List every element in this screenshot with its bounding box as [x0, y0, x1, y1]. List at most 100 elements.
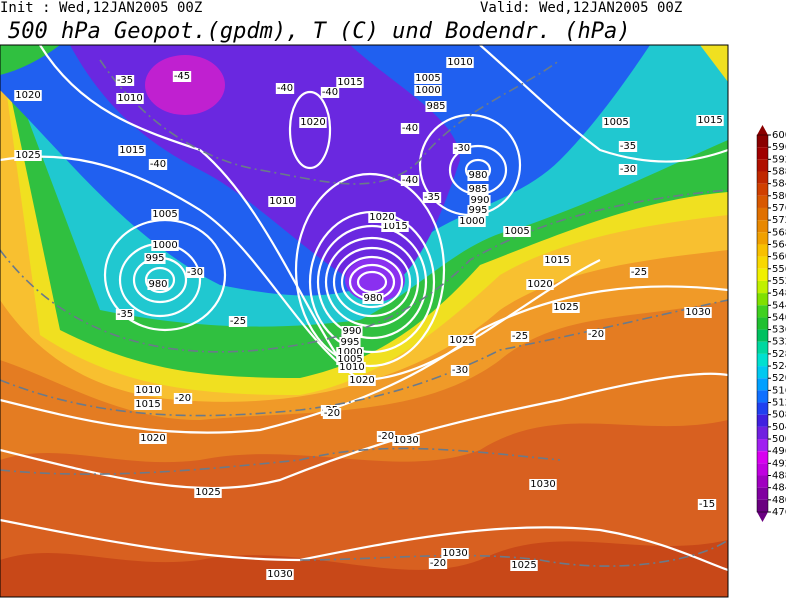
contour-label: 1025 [553, 302, 578, 313]
colorbar-label: 556 [772, 264, 786, 275]
contour-label: 995 [340, 337, 359, 348]
colorbar-segment [757, 463, 768, 476]
label-box [151, 209, 179, 220]
contour-label: -15 [699, 499, 715, 510]
label-box [151, 240, 179, 251]
contour-label: 1005 [603, 117, 628, 128]
colorbar-segment [757, 378, 768, 391]
colorbar-segment [757, 487, 768, 500]
contour-label: 1030 [442, 548, 467, 559]
label-box [629, 267, 649, 278]
colorbar-label: 492 [772, 458, 786, 469]
valid-time: Valid: Wed,12JAN2005 00Z [480, 0, 682, 16]
label-box [414, 85, 442, 96]
contour-label: 1010 [339, 362, 364, 373]
colorbar-label: 516 [772, 385, 786, 396]
colorbar-segment [757, 147, 768, 160]
contour-label: 1020 [15, 90, 40, 101]
label-box [467, 205, 489, 216]
colorbar-segment [757, 414, 768, 427]
label-box [684, 307, 712, 318]
label-box [348, 375, 376, 386]
contour-label: 1015 [135, 399, 160, 410]
contour-label: 1000 [337, 347, 362, 358]
label-box [336, 354, 364, 365]
colorbar-segment [757, 183, 768, 196]
contour-label: 1010 [135, 385, 160, 396]
contour-label: 1015 [544, 255, 569, 266]
contour-label: 1025 [15, 150, 40, 161]
colorbar-segment [757, 207, 768, 221]
contour-label: -20 [430, 558, 446, 569]
contour-label: -35 [620, 141, 636, 152]
label-box [376, 431, 396, 442]
label-box [448, 335, 476, 346]
contour-label: 1010 [117, 93, 142, 104]
colorbar-label: 480 [772, 495, 786, 506]
label-box [586, 329, 606, 340]
contour-label: 1015 [382, 221, 407, 232]
colorbar-segment [757, 171, 768, 184]
colorbar-segment [757, 402, 768, 415]
contour-label: 1030 [685, 307, 710, 318]
label-box [469, 195, 491, 206]
colorbar-segment [757, 329, 768, 342]
colorbar-segment [757, 451, 768, 464]
colorbar-label: 540 [772, 312, 786, 323]
colorbar-label: 600 [772, 130, 786, 141]
label-box [467, 170, 489, 181]
label-box [268, 196, 296, 207]
colorbar-segment [757, 475, 768, 488]
label-box [148, 159, 168, 170]
contour-label: -35 [117, 75, 133, 86]
colorbar-label: 528 [772, 349, 786, 360]
contour-label: -25 [631, 267, 647, 278]
contour-label: 1010 [269, 196, 294, 207]
contour-label: 1015 [697, 115, 722, 126]
contour-label: -20 [175, 393, 191, 404]
contour-label: 990 [470, 195, 489, 206]
label-box [185, 267, 205, 278]
colorbar-label: 588 [772, 166, 786, 177]
colorbar-segment [757, 256, 768, 269]
contour-label: 995 [145, 253, 164, 264]
label-box [362, 293, 384, 304]
label-box [400, 123, 420, 134]
label-box [339, 337, 361, 348]
contour-label: 985 [468, 184, 487, 195]
colorbar-label: 520 [772, 373, 786, 384]
contour-label: 1020 [349, 375, 374, 386]
contour-label: -40 [322, 87, 338, 98]
label-box [336, 347, 364, 358]
label-box [452, 143, 472, 154]
colorbar-segment [757, 195, 768, 208]
init-time: Init : Wed,12JAN2005 00Z [0, 0, 202, 16]
contour-label: 1020 [527, 279, 552, 290]
label-box [467, 184, 489, 195]
colorbar-label: 552 [772, 276, 786, 287]
label-box [228, 316, 248, 327]
colorbar-label: 524 [772, 361, 786, 372]
colorbar-label: 544 [772, 300, 786, 311]
colorbar-frame [756, 134, 769, 513]
colorbar-segment [757, 135, 768, 148]
contour-label: -40 [277, 83, 293, 94]
contour-label: -20 [324, 408, 340, 419]
colorbar-label: 584 [772, 179, 786, 190]
contour-label: 1005 [152, 209, 177, 220]
contour-label: 1000 [415, 85, 440, 96]
contour-label: 1025 [195, 487, 220, 498]
colorbar-segment [757, 293, 768, 306]
label-box [338, 362, 366, 373]
label-box [552, 302, 580, 313]
colorbar-arrow-bottom [757, 512, 768, 522]
contour-label: 1005 [337, 354, 362, 365]
label-box [428, 558, 448, 569]
colorbar-label: 592 [772, 154, 786, 165]
label-box [392, 435, 420, 446]
label-box [602, 117, 630, 128]
label-box [194, 487, 222, 498]
contour-label: -40 [402, 123, 418, 134]
contour-label: 995 [468, 205, 487, 216]
